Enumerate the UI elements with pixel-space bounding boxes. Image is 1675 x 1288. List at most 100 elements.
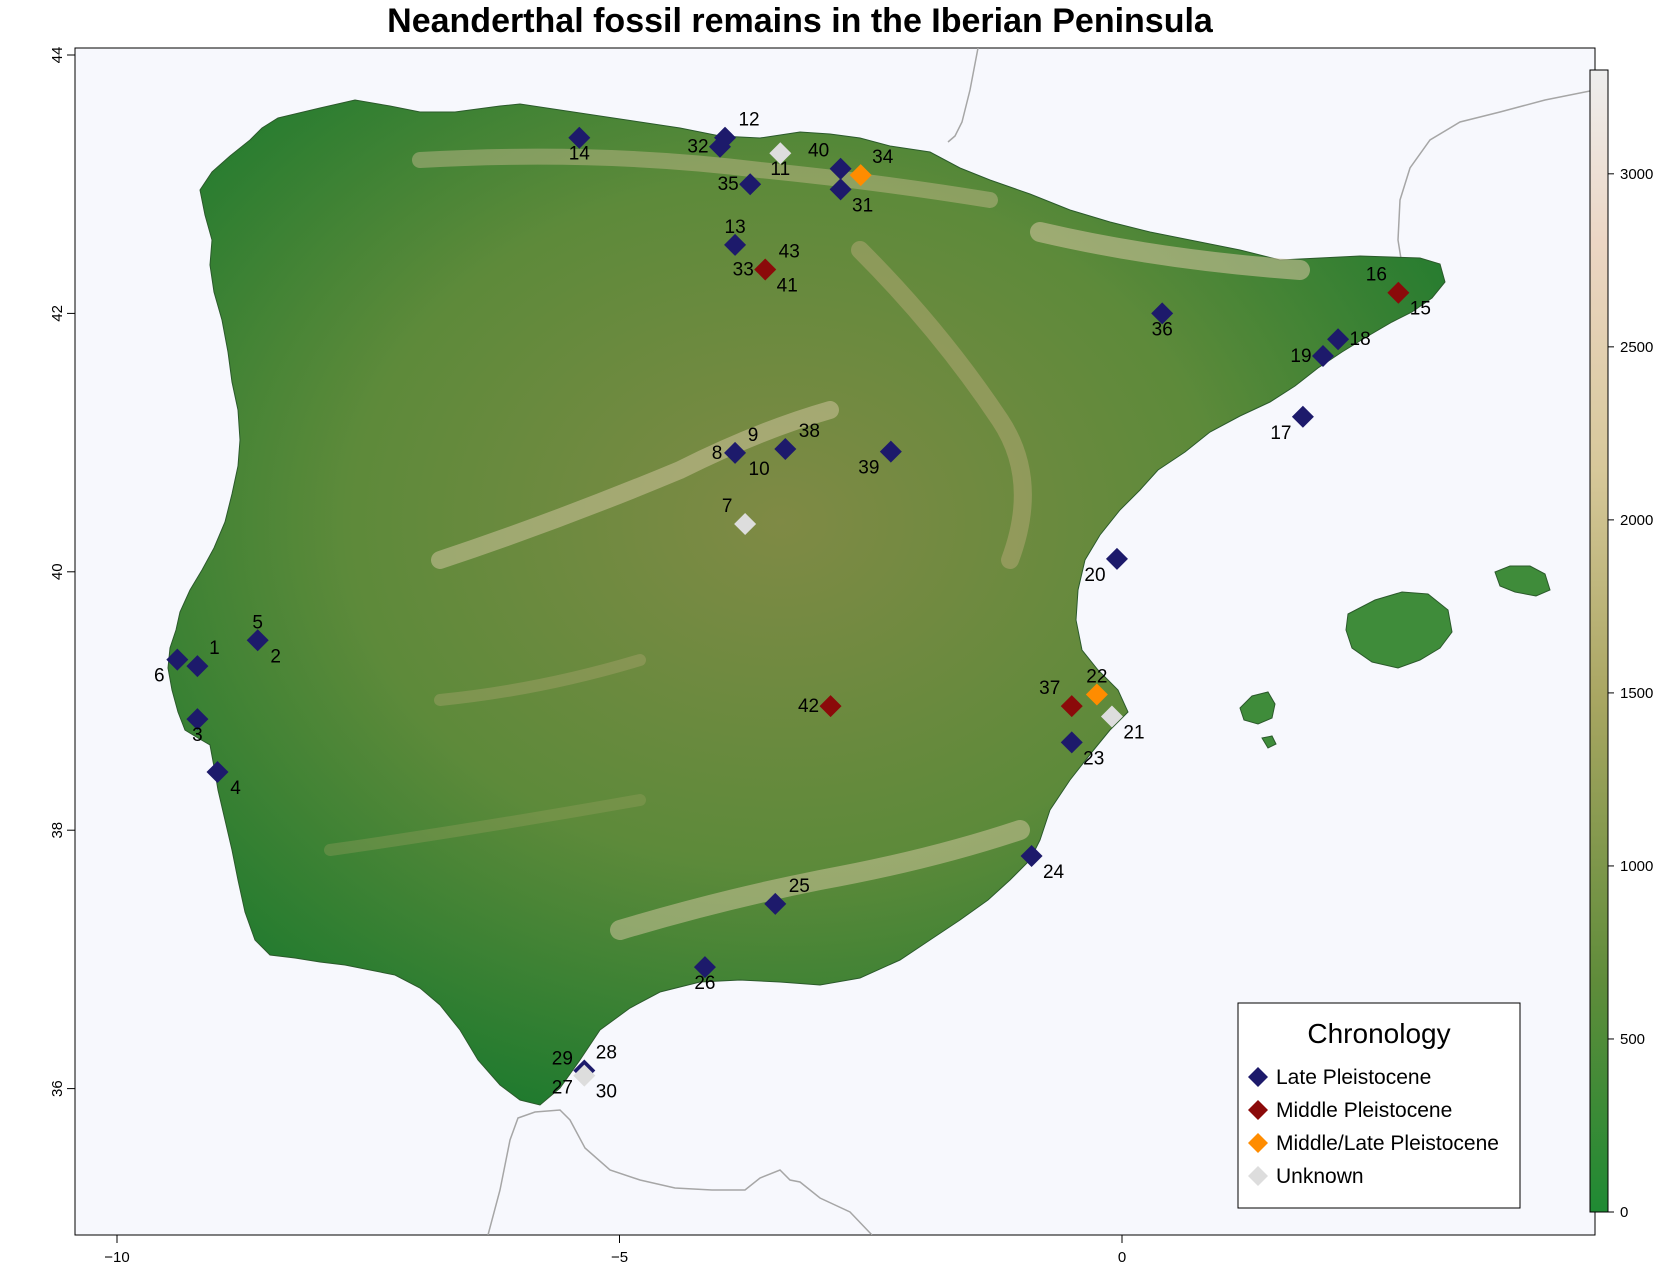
- site-marker-24: [1020, 845, 1043, 868]
- site-label-17: 17: [1270, 423, 1291, 444]
- colorbar: [1589, 69, 1609, 1213]
- site-label-40: 40: [808, 141, 829, 162]
- menorca-island: [1494, 565, 1551, 597]
- site-label-41: 41: [777, 275, 798, 296]
- site-label-33: 33: [733, 259, 754, 280]
- cantabrian-relief: [412, 148, 998, 208]
- site-label-5: 5: [252, 612, 263, 633]
- site-label-34: 34: [872, 147, 894, 168]
- site-marker-23: [1060, 731, 1083, 754]
- y-tick-label: 36: [49, 1080, 66, 1097]
- legend-label-middle: Middle Pleistocene: [1276, 1099, 1452, 1122]
- sierra-morena-relief: [324, 794, 646, 856]
- x-tick-label: −5: [611, 1249, 628, 1266]
- legend-title: Chronology: [1307, 1018, 1450, 1049]
- site-label-16: 16: [1366, 265, 1387, 286]
- site-marker-18: [1327, 328, 1350, 351]
- site-label-15: 15: [1410, 299, 1431, 320]
- site-label-31: 31: [852, 195, 873, 216]
- site-marker-6: [166, 648, 189, 671]
- site-label-13: 13: [725, 217, 746, 238]
- site-marker-1: [186, 655, 209, 678]
- site-marker-21: [1100, 705, 1123, 728]
- colorbar-tick-label: 1500: [1620, 685, 1653, 702]
- site-marker-4: [206, 761, 229, 784]
- x-tick-label: −10: [104, 1249, 129, 1266]
- site-label-30: 30: [596, 1082, 617, 1103]
- colorbar-tick-label: 1000: [1620, 858, 1653, 875]
- site-label-19: 19: [1290, 346, 1311, 367]
- toledo-mountains-relief: [434, 654, 646, 706]
- legend-label-middle-late: Middle/Late Pleistocene: [1276, 1132, 1499, 1155]
- site-marker-20: [1105, 547, 1128, 570]
- site-label-18: 18: [1350, 329, 1371, 350]
- central-system-relief: [431, 401, 839, 569]
- site-marker-37: [1060, 695, 1083, 718]
- iberian-peninsula-landmass: [167, 99, 1446, 1106]
- colorbar-ticks: 0 500 1000 1500 2000 2500 3000: [1608, 166, 1653, 1221]
- site-marker-34: [849, 164, 872, 187]
- legend-label-unknown: Unknown: [1276, 1165, 1364, 1188]
- site-label-4: 4: [230, 778, 241, 799]
- colorbar-tick-label: 2500: [1620, 339, 1653, 356]
- legend-marker-late: [1248, 1067, 1268, 1087]
- site-label-26: 26: [694, 973, 715, 994]
- site-marker-7: [734, 512, 757, 535]
- site-label-25: 25: [789, 876, 810, 897]
- x-axis: −10 −5 0: [104, 1235, 1126, 1266]
- site-label-28: 28: [596, 1043, 617, 1064]
- site-label-39: 39: [858, 458, 879, 479]
- legend: Chronology Late Pleistocene Middle Pleist…: [1237, 1002, 1521, 1209]
- site-marker-26: [693, 956, 716, 979]
- site-marker-8-9-10: [724, 441, 747, 464]
- site-marker-32: [709, 135, 731, 158]
- site-label-14: 14: [569, 144, 591, 165]
- site-label-36: 36: [1152, 319, 1173, 340]
- site-label-43: 43: [779, 241, 800, 262]
- site-label-22: 22: [1086, 667, 1107, 688]
- site-marker-38: [774, 438, 797, 461]
- site-marker-27-30: [573, 1064, 596, 1087]
- france-coastline: [947, 48, 979, 143]
- y-tick-label: 38: [49, 822, 66, 839]
- site-label-10: 10: [749, 459, 770, 480]
- betic-relief: [610, 820, 1030, 940]
- iberian-system-relief: [851, 241, 1032, 569]
- legend-box: [1237, 1002, 1521, 1209]
- site-label-7: 7: [722, 496, 733, 517]
- y-tick-label: 42: [49, 305, 66, 322]
- y-tick-label: 40: [49, 563, 66, 580]
- pyrenees-relief: [1030, 222, 1310, 280]
- colorbar-tick-label: 500: [1620, 1031, 1645, 1048]
- map-title: Neanderthal fossil remains in the Iberia…: [387, 2, 1213, 40]
- legend-marker-unknown: [1248, 1166, 1268, 1186]
- site-label-9: 9: [748, 425, 759, 446]
- site-marker-5-2: [246, 629, 269, 652]
- gulf-of-lion-coastline: [1397, 89, 1595, 266]
- site-marker-39: [879, 440, 902, 463]
- mallorca-island: [1345, 591, 1453, 669]
- site-marker-3: [186, 708, 209, 731]
- site-label-20: 20: [1084, 565, 1105, 586]
- site-label-2: 2: [270, 646, 281, 667]
- legend-items: Late Pleistocene Middle Pleistocene Middle…: [1248, 1066, 1499, 1188]
- site-marker-16-15: [1387, 281, 1410, 304]
- site-label-12: 12: [738, 110, 759, 131]
- site-label-1: 1: [209, 638, 220, 659]
- site-marker-11: [769, 142, 792, 165]
- site-label-42: 42: [798, 696, 819, 717]
- site-label-11: 11: [770, 159, 790, 180]
- africa-coastline: [487, 1109, 873, 1235]
- legend-marker-middle-late: [1248, 1133, 1268, 1153]
- legend-marker-middle: [1248, 1100, 1268, 1120]
- y-axis: 36 38 40 42 44: [49, 47, 75, 1097]
- colorbar-tick-label: 3000: [1620, 166, 1653, 183]
- formentera-island: [1261, 735, 1277, 749]
- colorbar-tick-label: 2000: [1620, 512, 1653, 529]
- ibiza-island: [1239, 691, 1276, 725]
- site-label-24: 24: [1043, 862, 1065, 883]
- site-marker-14: [568, 126, 591, 149]
- site-label-35: 35: [718, 174, 739, 195]
